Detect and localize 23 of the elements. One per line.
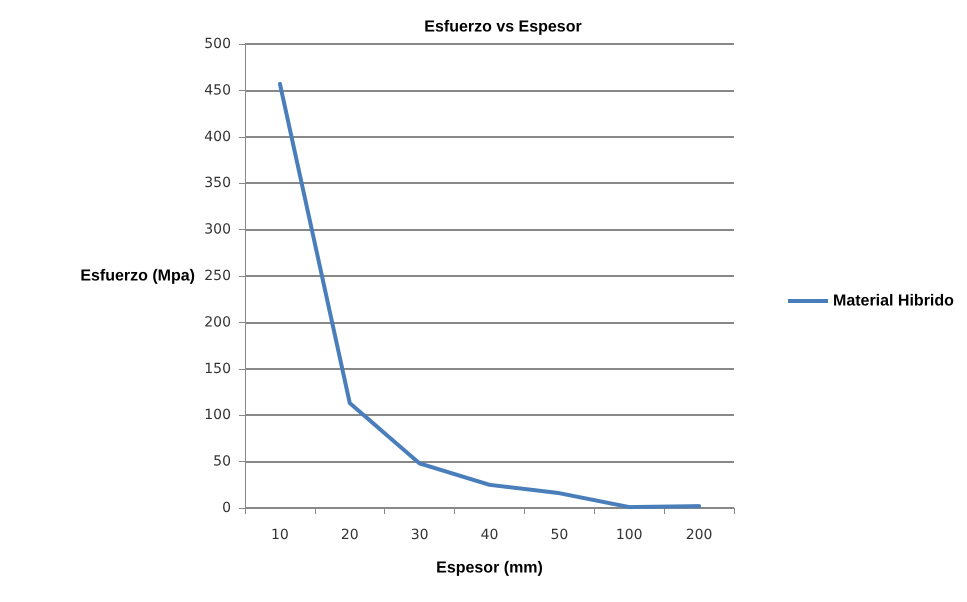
x-tick-label: 10	[271, 527, 289, 543]
x-tick-label: 20	[340, 527, 359, 543]
y-tick-label: 400	[204, 128, 231, 145]
x-tick-label: 30	[410, 527, 429, 543]
x-axis-title: Espesor (mm)	[436, 560, 543, 576]
line-series	[278, 82, 702, 510]
y-axis-title: Esfuerzo (Mpa)	[80, 268, 195, 284]
x-tick-label: 200	[686, 527, 712, 543]
y-tick-label: 450	[204, 82, 231, 98]
y-tick-label: 0	[222, 500, 231, 516]
y-tick-label: 250	[204, 268, 231, 284]
y-tick-label: 100	[204, 407, 231, 424]
y-tick-label: 350	[204, 175, 231, 192]
legend-label: Material Hibrido	[833, 292, 954, 310]
x-tick-label: 100	[616, 527, 643, 543]
y-tick-label: 50	[213, 454, 231, 470]
x-tick-label: 40	[480, 527, 498, 543]
chart-title: Esfuerzo vs Espesor	[424, 18, 582, 36]
y-tick-label: 500	[204, 36, 231, 52]
x-tick-label: 50	[550, 527, 568, 543]
y-tick-label: 300	[204, 222, 231, 238]
y-tick-label: 200	[204, 314, 231, 330]
y-tick-label: 150	[204, 360, 231, 377]
